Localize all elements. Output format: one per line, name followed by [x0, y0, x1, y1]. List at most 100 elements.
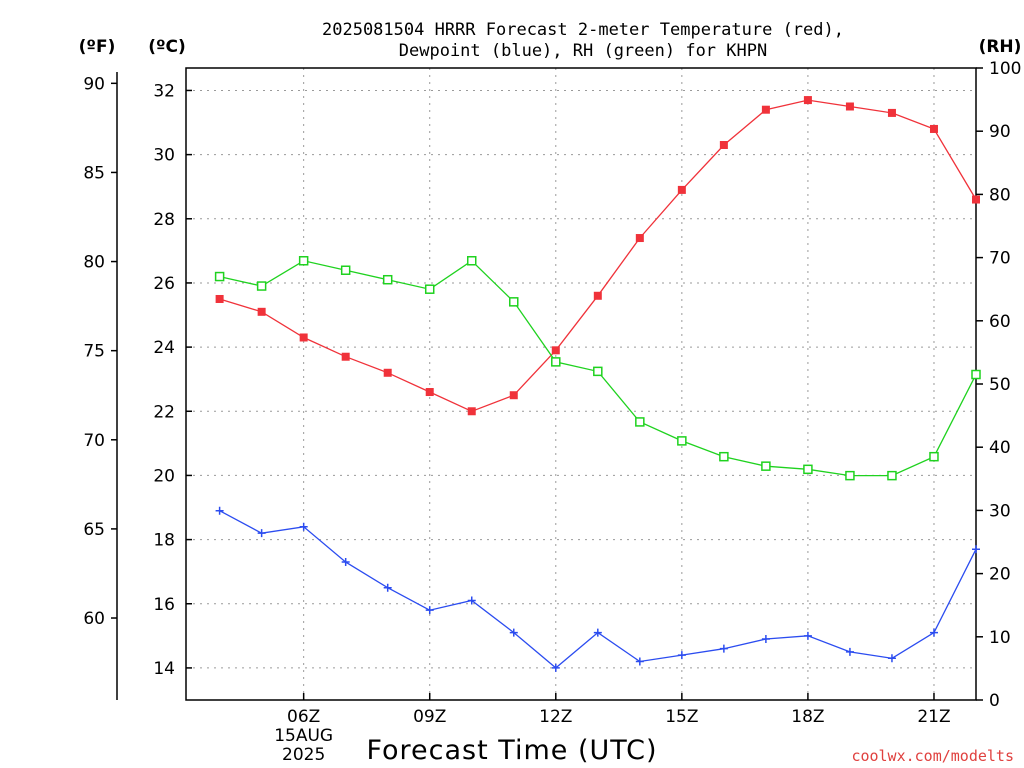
temperature-point: [887, 108, 896, 117]
relative-humidity-point: [677, 436, 687, 446]
relative-humidity-point: [593, 366, 603, 377]
temperature-point: [215, 294, 224, 303]
fahrenheit-tick-label: 70: [83, 431, 105, 451]
temperature-point: [383, 368, 392, 377]
celsius-tick-label: 30: [153, 146, 175, 166]
temperature-point: [299, 333, 308, 342]
celsius-tick-label: 26: [153, 274, 175, 294]
temperature-point: [677, 185, 686, 194]
temperature-point: [761, 105, 770, 114]
relative-humidity-point: [719, 451, 729, 462]
dewpoint-point: [257, 529, 266, 538]
series-layer: [214, 96, 981, 672]
celsius-tick-label: 16: [153, 595, 175, 615]
dewpoint-point: [551, 663, 560, 672]
relative-humidity-point: [803, 464, 813, 475]
relative-humidity-point: [424, 284, 435, 294]
fahrenheit-tick-label: 60: [83, 609, 105, 629]
rh-tick-label: 20: [989, 565, 1011, 585]
temperature-point: [467, 407, 476, 416]
x-axis-label: Forecast Time (UTC): [366, 735, 657, 766]
celsius-tick-label: 24: [153, 338, 175, 358]
fahrenheit-tick-label: 75: [83, 342, 105, 362]
rh-tick-label: 90: [989, 122, 1011, 142]
celsius-axis: 14 16 18 20 22 24 26 28 30 32: [153, 81, 192, 679]
dewpoint-point: [677, 651, 686, 660]
celsius-tick-label: 18: [153, 531, 175, 551]
rh-tick-label: 60: [989, 312, 1011, 332]
rh-unit-label: (RH): [979, 37, 1022, 57]
relative-humidity-point: [466, 256, 477, 266]
dewpoint-series: [215, 506, 980, 672]
temperature-point: [425, 388, 434, 397]
dewpoint-point: [341, 558, 350, 567]
dewpoint-point: [425, 606, 434, 615]
dewpoint-line: [219, 510, 977, 669]
rh-tick-label: 70: [989, 249, 1011, 269]
time-tick-label: 15Z: [665, 707, 698, 727]
celsius-tick-label: 14: [153, 659, 175, 679]
relative-humidity-point: [340, 265, 351, 275]
fahrenheit-tick-label: 80: [83, 253, 105, 273]
rh-tick-label: 40: [989, 438, 1011, 458]
dewpoint-point: [383, 583, 392, 592]
dewpoint-point: [887, 654, 896, 663]
time-tick-label: 15AUG: [274, 726, 333, 746]
dewpoint-point: [215, 506, 224, 515]
time-tick-label: 18Z: [791, 707, 824, 727]
celsius-tick-label: 32: [153, 81, 175, 101]
fahrenheit-tick-label: 85: [83, 163, 105, 183]
fahrenheit-axis: 60 65 70 75 80 85 90: [83, 74, 117, 629]
celsius-unit-label: (ºC): [148, 37, 186, 57]
temperature-point: [845, 102, 854, 111]
relative-humidity-point: [845, 470, 855, 481]
fahrenheit-unit-label: (ºF): [79, 37, 116, 57]
dewpoint-point: [509, 628, 518, 637]
relative-humidity-point: [887, 470, 897, 481]
time-tick-label: 09Z: [413, 707, 446, 727]
relative-humidity-point: [256, 281, 267, 291]
temperature-point: [803, 96, 812, 105]
dewpoint-point: [299, 522, 308, 531]
relative-humidity-point: [635, 417, 645, 427]
relative-humidity-point: [761, 461, 771, 471]
time-tick-label: 2025: [282, 745, 325, 765]
dewpoint-point: [972, 545, 980, 554]
relative-humidity-point: [298, 256, 309, 266]
fahrenheit-tick-label: 90: [83, 74, 105, 94]
relative-humidity-point: [382, 274, 393, 285]
celsius-tick-label: 22: [153, 402, 175, 422]
celsius-tick-label: 28: [153, 210, 175, 230]
dewpoint-point: [929, 628, 938, 637]
temperature-series: [215, 96, 980, 416]
chart-title-line-2: Dewpoint (blue), RH (green) for KHPN: [399, 41, 767, 61]
temperature-line: [219, 99, 977, 413]
dewpoint-point: [467, 596, 476, 605]
fahrenheit-tick-label: 65: [83, 520, 105, 540]
dewpoint-point: [845, 647, 854, 656]
relative-humidity-point: [551, 357, 561, 367]
dewpoint-point: [635, 657, 644, 666]
temperature-point: [635, 234, 644, 243]
temperature-point: [551, 346, 560, 355]
relative-humidity-point: [971, 369, 981, 380]
relative-humidity-point: [214, 271, 225, 282]
dewpoint-point: [593, 628, 602, 637]
time-tick-label: 06Z: [287, 707, 320, 727]
temperature-point: [972, 195, 980, 204]
credit-link[interactable]: coolwx.com/modelts: [851, 747, 1014, 765]
dewpoint-point: [719, 644, 728, 653]
rh-axis: 0 10 20 30 40 50 60 70 80 90 100: [976, 59, 1021, 711]
rh-tick-label: 30: [989, 501, 1011, 521]
temperature-point: [719, 140, 728, 149]
dewpoint-point: [803, 631, 812, 640]
rh-tick-label: 10: [989, 628, 1011, 648]
grid-lines: [186, 68, 976, 700]
time-tick-label: 12Z: [539, 707, 572, 727]
relative-humidity-series: [214, 256, 981, 481]
rh-tick-label: 50: [989, 375, 1011, 395]
temperature-point: [341, 352, 350, 361]
time-tick-label: 21Z: [917, 707, 950, 727]
